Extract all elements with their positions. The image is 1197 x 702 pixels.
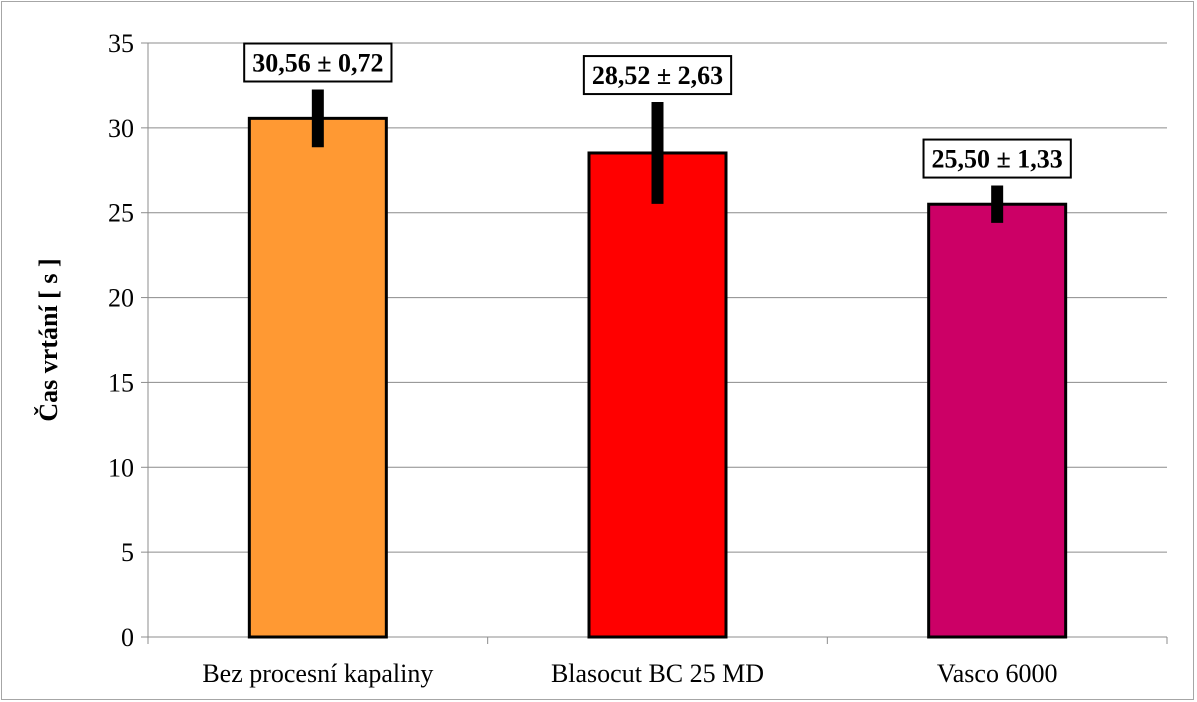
- y-axis-title: Čas vrtání [ s ]: [34, 258, 63, 421]
- x-tick-label-3: Vasco 6000: [937, 659, 1058, 688]
- y-tick-label: 25: [108, 199, 134, 228]
- bar-3: [927, 202, 1068, 639]
- y-tick-label: 10: [108, 453, 134, 482]
- data-label-1: 30,56 ± 0,72: [252, 49, 383, 78]
- y-tick-label: 0: [121, 623, 134, 652]
- bar-1: [247, 116, 388, 639]
- data-label-3: 25,50 ± 1,33: [932, 145, 1063, 174]
- y-tick-label: 5: [121, 538, 134, 567]
- y-tick-label: 35: [108, 29, 134, 58]
- data-labels: 30,56 ± 0,72 28,52 ± 2,63 25,50 ± 1,33: [243, 42, 1072, 179]
- data-label-box-2: [582, 55, 733, 96]
- x-tick-label-2: Blasocut BC 25 MD: [551, 659, 764, 688]
- data-label-box-3: [922, 138, 1072, 179]
- bar-2: [587, 151, 728, 639]
- data-label-box-1: [243, 42, 393, 83]
- y-tick-label: 30: [108, 114, 134, 143]
- axes: 0 5 10 15 20 25 30 35 Bez procesní kapaliny Blaso…: [108, 29, 1168, 688]
- bars: [247, 89, 1068, 639]
- x-tick-label-1: Bez procesní kapaliny: [202, 659, 433, 688]
- y-tick-label: 20: [108, 284, 134, 313]
- data-label-2: 28,52 ± 2,63: [592, 61, 723, 90]
- y-tick-label: 15: [108, 368, 134, 397]
